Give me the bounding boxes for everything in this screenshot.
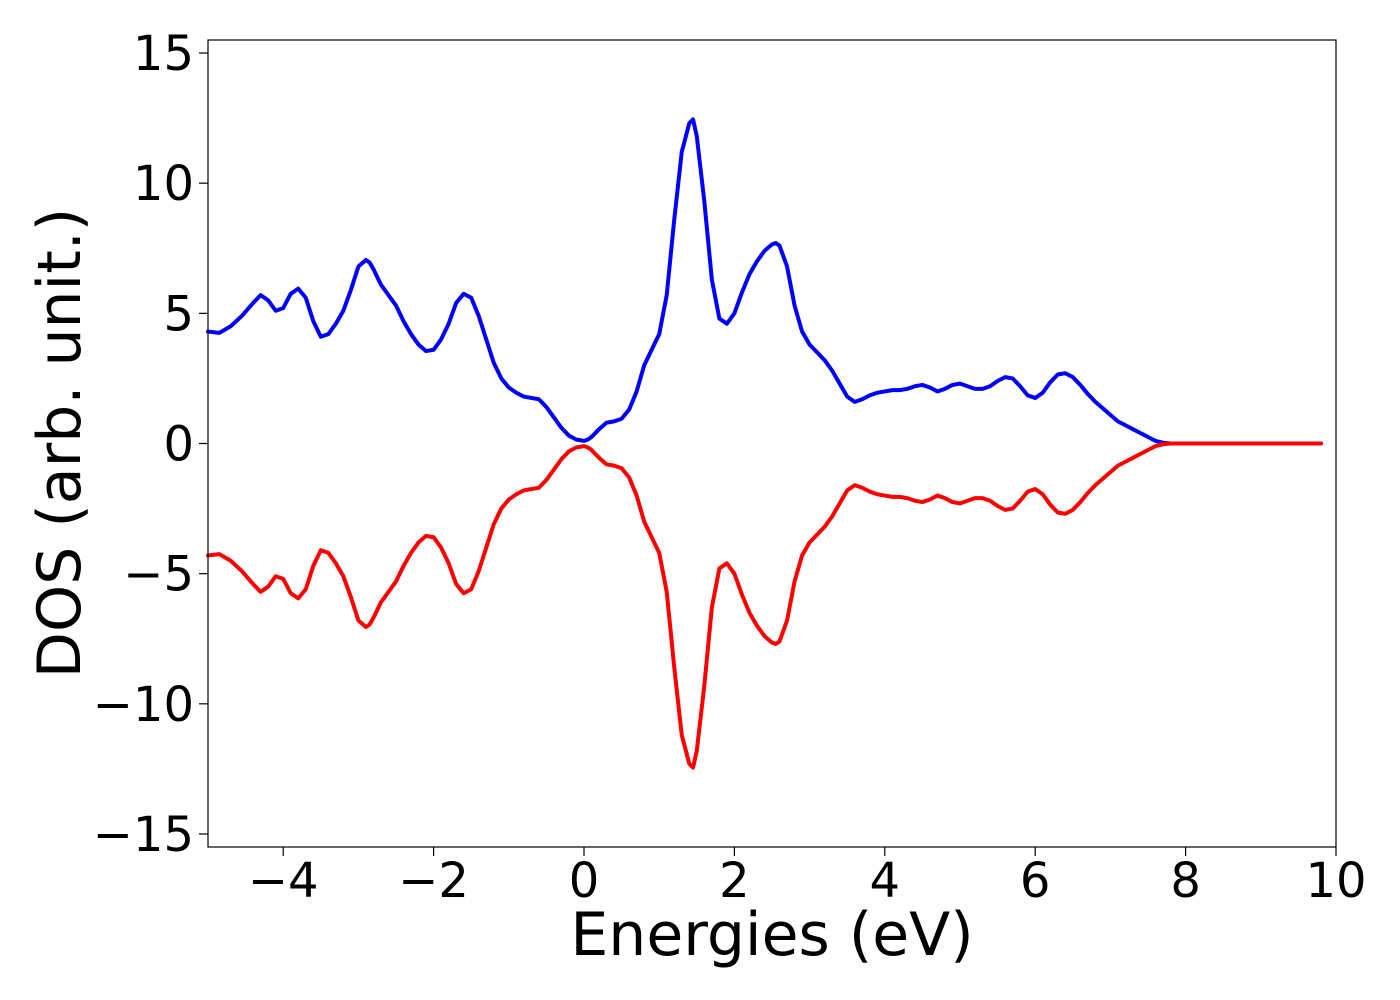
x-axis: −4 −2 0 2 4 6 8 10 bbox=[248, 847, 1367, 909]
x-tick-label: −2 bbox=[398, 853, 469, 909]
y-tick-label: −15 bbox=[93, 807, 194, 863]
x-tick-label: 8 bbox=[1170, 853, 1201, 909]
series-line-1 bbox=[206, 117, 1323, 446]
y-tick-label: 0 bbox=[163, 417, 194, 473]
y-axis: 15 10 5 0 −5 −10 −15 bbox=[93, 26, 208, 863]
series-layer bbox=[206, 117, 1323, 770]
series-line-2 bbox=[206, 441, 1323, 770]
x-tick-label: −4 bbox=[248, 853, 319, 909]
x-tick-label: 2 bbox=[719, 853, 750, 909]
x-tick-label: 10 bbox=[1305, 853, 1366, 909]
y-tick-label: 10 bbox=[133, 156, 194, 212]
y-tick-label: −10 bbox=[93, 677, 194, 733]
y-tick-label: 15 bbox=[133, 26, 194, 82]
y-axis-label: DOS (arb. unit.) bbox=[25, 208, 95, 678]
x-tick-label: 0 bbox=[569, 853, 600, 909]
x-tick-label: 4 bbox=[870, 853, 901, 909]
x-tick-label: 6 bbox=[1020, 853, 1051, 909]
x-axis-label: Energies (eV) bbox=[570, 900, 973, 970]
y-tick-label: −5 bbox=[123, 547, 194, 603]
y-tick-label: 5 bbox=[163, 286, 194, 342]
